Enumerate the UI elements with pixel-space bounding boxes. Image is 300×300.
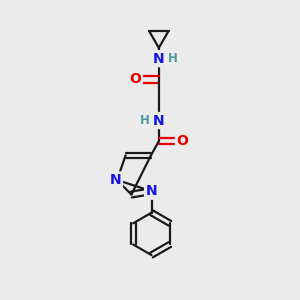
Text: H: H <box>140 114 149 127</box>
Text: N: N <box>153 52 165 66</box>
Text: O: O <box>176 134 188 148</box>
Text: N: N <box>110 173 122 187</box>
Text: N: N <box>146 184 157 198</box>
Text: N: N <box>153 114 165 128</box>
Text: O: O <box>129 72 141 86</box>
Text: H: H <box>168 52 178 65</box>
